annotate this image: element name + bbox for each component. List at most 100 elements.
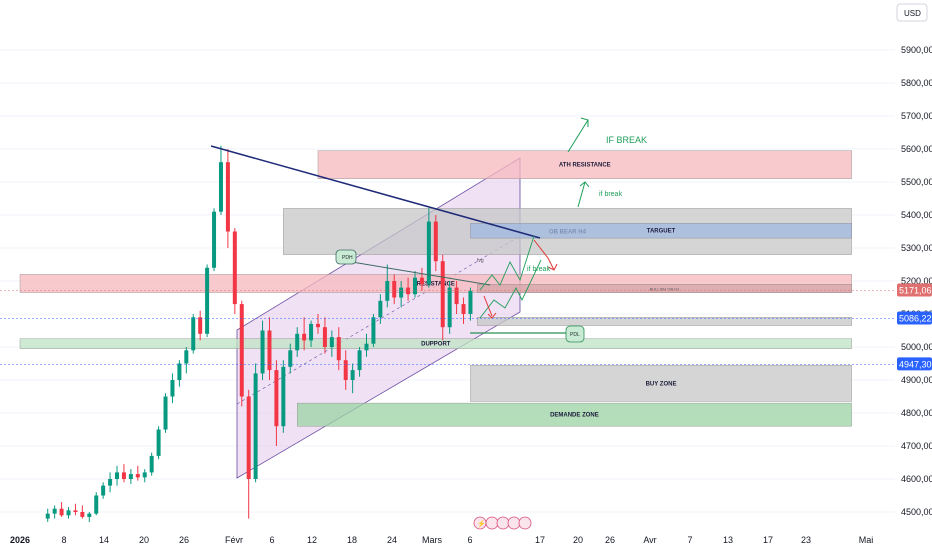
time-tick-label: 7 bbox=[687, 535, 692, 545]
candle-body bbox=[433, 221, 438, 262]
time-tick-label: 2026 bbox=[10, 535, 30, 545]
red-drop-arrow bbox=[533, 239, 555, 271]
candle-body bbox=[239, 304, 244, 397]
price-badge-label: 5171,06 bbox=[899, 286, 932, 296]
candle-body bbox=[198, 317, 203, 334]
candle-body bbox=[135, 474, 140, 478]
candle-body bbox=[309, 323, 314, 341]
candle-body bbox=[205, 267, 210, 334]
time-tick-label: 6 bbox=[467, 535, 472, 545]
candle-body bbox=[357, 350, 362, 371]
time-tick-label: Mai bbox=[859, 535, 874, 545]
zone-7 bbox=[470, 364, 852, 402]
candle-body bbox=[454, 287, 459, 305]
candle-body bbox=[378, 300, 383, 318]
zone-6 bbox=[19, 338, 852, 349]
candle-body bbox=[94, 495, 99, 514]
candle-body bbox=[45, 513, 50, 519]
flag-icon-4[interactable] bbox=[518, 516, 532, 530]
candle-body bbox=[253, 373, 258, 479]
candle-body bbox=[156, 429, 161, 456]
candle-body bbox=[336, 337, 341, 361]
flag-icon-1[interactable] bbox=[485, 516, 499, 530]
price-tick-label: 4600,00 bbox=[901, 474, 932, 484]
price-tick-label: 5500,00 bbox=[901, 177, 932, 187]
candle-body bbox=[364, 343, 369, 351]
candle-body bbox=[343, 360, 348, 380]
zone-label-0: ATH RESISTANCE bbox=[559, 163, 611, 169]
candle-body bbox=[406, 287, 411, 295]
projection-path-green bbox=[479, 235, 535, 291]
time-tick-label: Avr bbox=[643, 535, 656, 545]
bottom-icons: ⚡ bbox=[473, 516, 532, 530]
candle-body bbox=[419, 277, 424, 285]
pdl-label: PDL bbox=[570, 332, 580, 338]
time-tick-label: 17 bbox=[763, 535, 773, 545]
candle-body bbox=[212, 211, 217, 268]
price-tick-label: 5300,00 bbox=[901, 243, 932, 253]
candle-body bbox=[73, 510, 78, 512]
lightning-glyph: ⚡ bbox=[477, 519, 486, 528]
candle-body bbox=[274, 370, 279, 427]
time-axis[interactable]: 2026 8 14 20 26 Févr 6 12 18 24 Mars 6 17 20 26 Avr 7 13 1… bbox=[10, 535, 873, 545]
time-tick-label: 20 bbox=[573, 535, 583, 545]
candle-body bbox=[260, 330, 265, 374]
price-badge bbox=[897, 283, 932, 297]
if-break-label-mid: if break bbox=[599, 191, 622, 198]
price-tick-label: 5200,00 bbox=[901, 276, 932, 286]
candle-body bbox=[142, 472, 147, 478]
candle-body bbox=[218, 162, 223, 212]
candle-body bbox=[121, 472, 126, 479]
candle-body bbox=[128, 474, 133, 479]
candle-body bbox=[447, 287, 452, 328]
currency-button-box[interactable] bbox=[896, 3, 928, 22]
flag-icon-3[interactable] bbox=[507, 516, 521, 530]
bearish-trendline bbox=[210, 145, 541, 239]
zone-label-2: TARGUET bbox=[647, 229, 676, 235]
price-tick-label: 4700,00 bbox=[901, 441, 932, 451]
price-tick-label: 5600,00 bbox=[901, 144, 932, 154]
candle-body bbox=[59, 508, 64, 516]
projection-path-green-2 bbox=[479, 259, 542, 319]
candle-body bbox=[184, 350, 189, 364]
candle-body bbox=[101, 485, 106, 496]
zone-8 bbox=[297, 402, 852, 427]
candle-body bbox=[232, 231, 237, 305]
candle-body bbox=[267, 330, 272, 371]
time-tick-label: 26 bbox=[605, 535, 615, 545]
time-tick-label: 18 bbox=[347, 535, 357, 545]
price-badge-label: 5086,22 bbox=[899, 314, 932, 324]
time-tick-label: Mars bbox=[422, 535, 442, 545]
candle-body bbox=[170, 380, 175, 397]
price-tick-label: 5800,00 bbox=[901, 78, 932, 88]
red-drop-arrow-head bbox=[547, 263, 558, 271]
candle-body bbox=[426, 221, 431, 285]
zone-2 bbox=[470, 223, 852, 239]
candle-body bbox=[413, 277, 418, 295]
price-badge bbox=[897, 357, 932, 371]
price-axis[interactable]: 4500,00 4600,00 4700,00 4800,00 4900,00 5000,… bbox=[901, 45, 932, 517]
candle-body bbox=[329, 337, 334, 347]
time-tick-label: 24 bbox=[387, 535, 397, 545]
candle-body bbox=[66, 510, 71, 516]
zone-4 bbox=[477, 284, 852, 293]
if-break-arrow-mid-head bbox=[579, 181, 590, 188]
candle-body bbox=[350, 370, 355, 380]
time-tick-label: 20 bbox=[139, 535, 149, 545]
candle-body bbox=[288, 350, 293, 367]
candle-body bbox=[440, 261, 445, 328]
candle-body bbox=[399, 287, 404, 298]
price-tick-label: 5900,00 bbox=[901, 45, 932, 55]
candle-body bbox=[392, 281, 397, 298]
red-drop-arrow-2 bbox=[483, 295, 493, 317]
candle-body bbox=[108, 479, 113, 486]
currency-button[interactable]: USD bbox=[904, 9, 921, 18]
price-tick-label: 4500,00 bbox=[901, 507, 932, 517]
candle-body bbox=[163, 396, 168, 430]
time-tick-label: 14 bbox=[99, 535, 109, 545]
flag-icon-2[interactable] bbox=[496, 516, 510, 530]
time-tick-label: 23 bbox=[801, 535, 811, 545]
price-tick-label: 4900,00 bbox=[901, 375, 932, 385]
